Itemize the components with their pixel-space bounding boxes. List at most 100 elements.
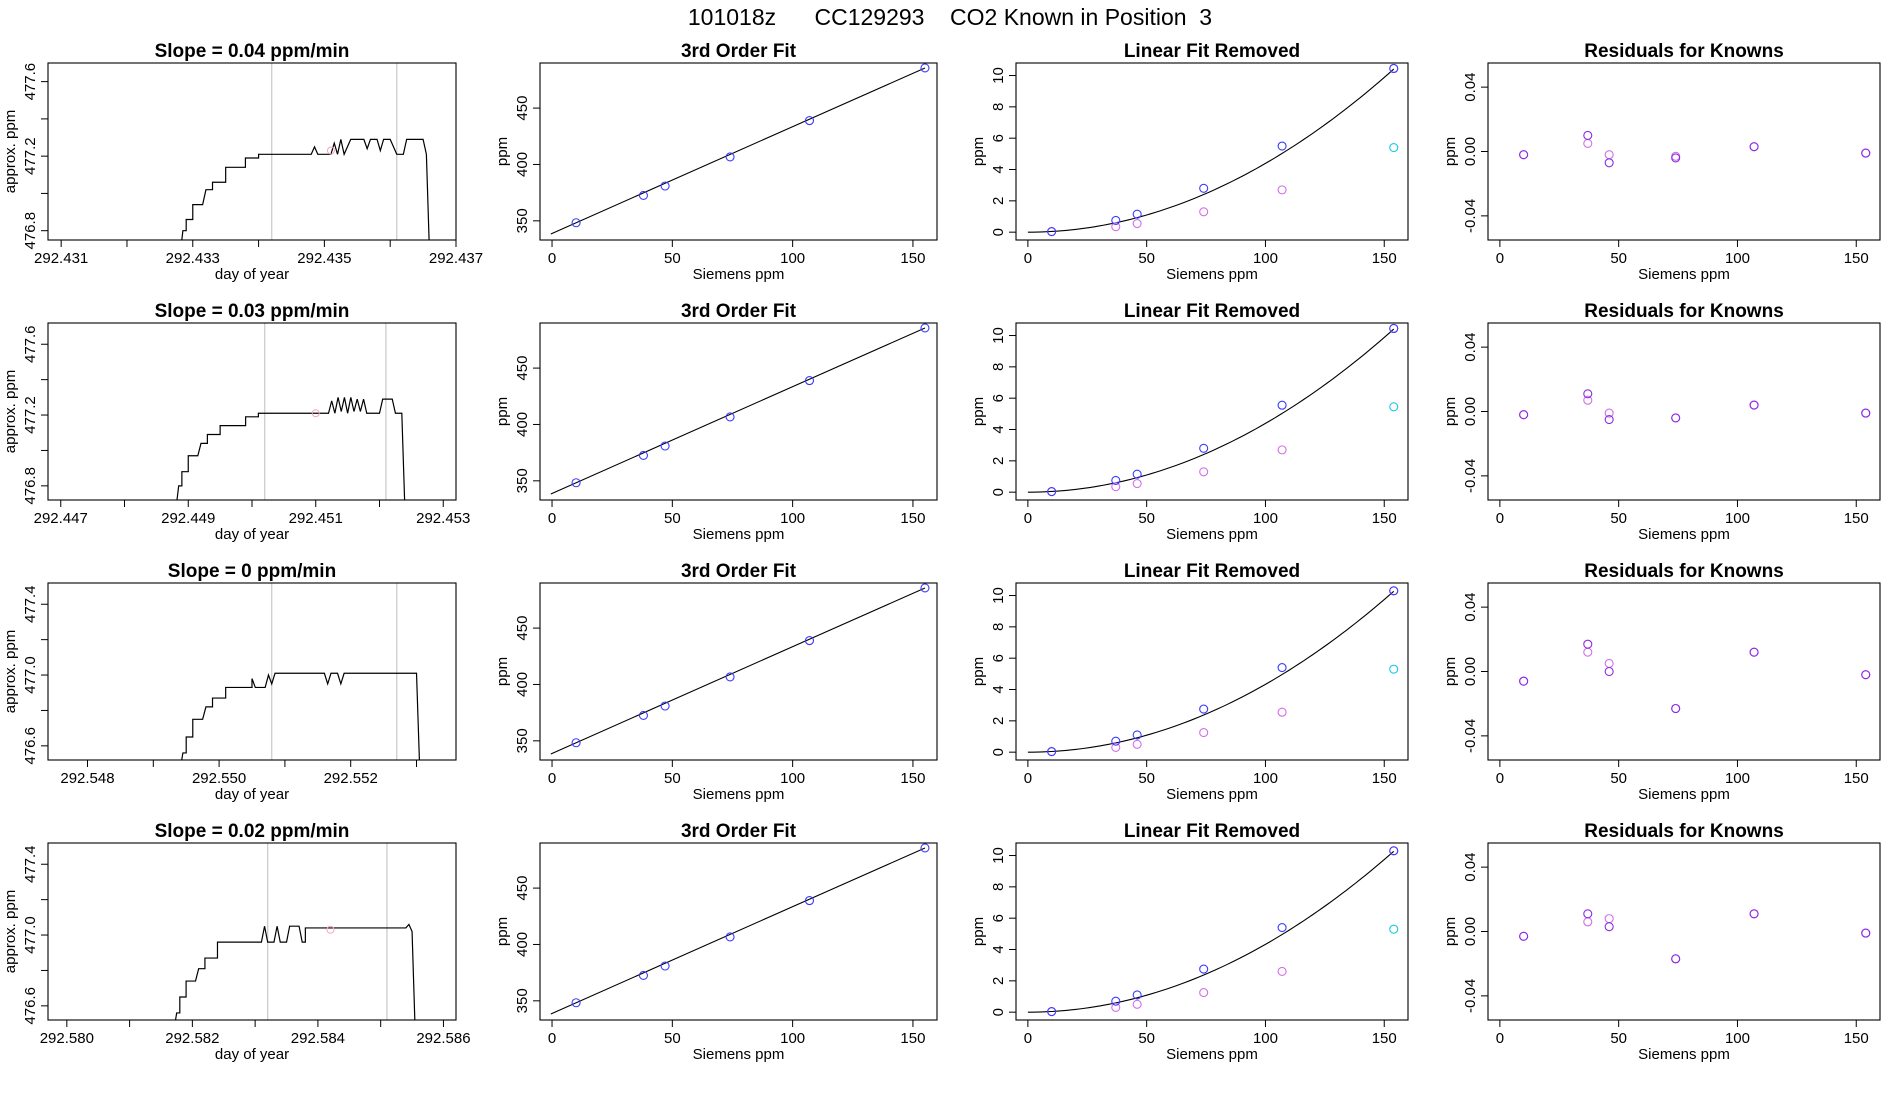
y-axis-label: ppm — [970, 917, 987, 946]
panel-title: 3rd Order Fit — [681, 821, 797, 842]
blue-point — [1583, 909, 1593, 919]
magenta-point — [1199, 728, 1209, 738]
y-tick-label: 477.0 — [22, 656, 39, 694]
y-axis-label: ppm — [1442, 917, 1459, 946]
panel-frame — [1015, 842, 1409, 1021]
data-point — [660, 181, 670, 191]
x-tick-label: 0 — [548, 510, 556, 527]
blue-point — [1604, 922, 1614, 932]
fit-curve — [550, 847, 926, 1015]
plot-area — [1027, 63, 1399, 237]
blue-point — [1389, 323, 1399, 334]
x-tick-label: 150 — [1372, 1030, 1397, 1047]
x-tick-label: 0 — [1496, 770, 1504, 787]
panel-frame — [1487, 842, 1881, 1021]
blue-point — [1132, 209, 1142, 219]
y-tick-label: -0.04 — [1462, 719, 1479, 753]
blue-point — [1277, 141, 1287, 151]
blue-point — [1389, 846, 1399, 856]
y-tick-label: 0.04 — [1462, 333, 1479, 362]
y-axis-label: ppm — [970, 397, 987, 426]
blue-point — [1132, 990, 1142, 1000]
blue-point — [1519, 676, 1529, 686]
cyan-point — [1389, 924, 1399, 934]
blue-point — [1199, 704, 1209, 714]
data-point — [920, 583, 930, 593]
blue-point — [1749, 909, 1759, 919]
y-tick-label: 10 — [990, 67, 1007, 84]
x-tick-label: 100 — [780, 770, 805, 787]
x-tick-label: 0 — [1024, 510, 1032, 527]
plot-area — [176, 323, 406, 500]
x-tick-label: 0 — [1496, 1030, 1504, 1047]
magenta-point — [1111, 742, 1121, 753]
x-tick-label: 0 — [1496, 510, 1504, 527]
cyan-point — [1389, 664, 1399, 674]
data-point — [725, 932, 735, 942]
x-tick-label: 150 — [1372, 250, 1397, 267]
y-tick-label: 10 — [990, 327, 1007, 344]
residual-curve — [1027, 850, 1395, 1013]
x-tick-label: 292.447 — [34, 510, 88, 527]
plot-area — [181, 63, 430, 240]
cyan-point — [1389, 402, 1399, 412]
plot-area — [550, 583, 930, 755]
panel-title: Residuals for Knowns — [1584, 821, 1784, 842]
magenta-point — [1199, 988, 1209, 998]
data-point — [725, 672, 735, 682]
panel-r1-time: Slope = 0.04 ppm/min 292.431 292.433 292.43… — [2, 41, 483, 283]
blue-point — [1519, 150, 1529, 160]
magenta-point — [1132, 219, 1142, 229]
blue-point — [1604, 414, 1614, 425]
x-tick-label: 0 — [548, 1030, 556, 1047]
x-axis-label: Siemens ppm — [1166, 1046, 1258, 1063]
x-tick-label: 100 — [1725, 1030, 1750, 1047]
y-tick-label: 10 — [990, 847, 1007, 864]
data-point — [571, 218, 581, 228]
blue-point — [1047, 226, 1057, 237]
data-point — [804, 116, 815, 126]
y-axis-label: approx. ppm — [2, 890, 19, 973]
panel-r2-fit: 3rd Order Fit 0 50 100 150 350 400 450 Siemens p… — [494, 301, 938, 543]
blue-point — [1861, 148, 1871, 158]
mean-marker — [326, 146, 335, 155]
residual-curve — [1027, 590, 1395, 753]
x-axis-label: day of year — [215, 1046, 289, 1063]
panel-frame — [1487, 582, 1881, 761]
data-point — [920, 843, 930, 853]
y-axis-label: ppm — [1442, 657, 1459, 686]
y-tick-label: 477.4 — [22, 585, 39, 623]
blue-point — [1047, 746, 1057, 757]
x-axis-label: Siemens ppm — [1638, 266, 1730, 283]
panel-title: 3rd Order Fit — [681, 301, 797, 322]
time-trace — [174, 923, 416, 1020]
blue-point — [1111, 475, 1121, 485]
panel-frame — [47, 582, 457, 761]
x-tick-label: 292.453 — [416, 510, 470, 527]
y-axis-label: ppm — [494, 917, 511, 946]
y-tick-label: 0.04 — [1462, 73, 1479, 102]
data-point — [804, 376, 815, 386]
y-tick-label: 0 — [990, 228, 1007, 236]
magenta-point — [1111, 482, 1121, 492]
magenta-point — [1277, 185, 1287, 195]
x-tick-label: 150 — [1844, 1030, 1869, 1047]
data-point — [725, 152, 735, 162]
y-tick-label: 477.2 — [22, 396, 39, 434]
blue-point — [1199, 443, 1209, 453]
plot-area — [1519, 639, 1871, 714]
y-tick-label: 477.6 — [22, 325, 39, 363]
blue-point — [1389, 586, 1399, 596]
blue-point — [1519, 410, 1529, 420]
magenta-point — [1604, 408, 1614, 418]
y-tick-label: 6 — [990, 394, 1007, 402]
blue-point — [1671, 954, 1681, 964]
x-axis-label: Siemens ppm — [1638, 1046, 1730, 1063]
plot-area — [550, 323, 930, 495]
x-axis-label: Siemens ppm — [693, 526, 785, 543]
data-point — [638, 710, 649, 721]
y-tick-label: 0 — [990, 488, 1007, 496]
magenta-point — [1132, 739, 1142, 749]
y-tick-label: 476.8 — [22, 212, 39, 250]
